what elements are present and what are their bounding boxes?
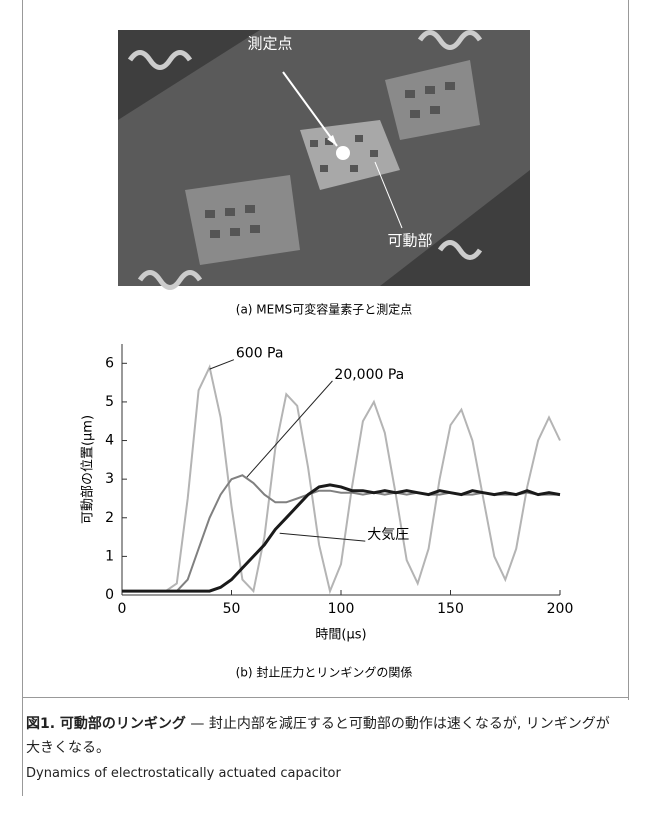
photo-label: 可動部: [387, 232, 432, 250]
y-tick-label: 1: [105, 548, 114, 564]
y-tick-label: 2: [105, 510, 114, 526]
page: 測定点 可動部 (a) MEMS可変容量素子と測定点 0 1 2 3 4 5 6 0 50 100…: [0, 0, 645, 814]
annotation-arrow: [280, 533, 366, 541]
photo-caption: (a) MEMS可変容量素子と測定点: [236, 302, 412, 317]
y-tick-label: 5: [105, 394, 114, 410]
photo-label: 測定点: [247, 35, 292, 53]
x-tick-label: 200: [547, 601, 574, 617]
series-label: 大気圧: [367, 527, 409, 543]
x-tick-label: 0: [118, 601, 127, 617]
chart-caption: (b) 封止圧力とリンギングの関係: [236, 666, 413, 680]
y-tick-label: 4: [105, 433, 114, 449]
y-tick-label: 6: [105, 355, 114, 371]
x-axis-label: 時間(μs): [315, 628, 366, 643]
figure-caption: 図1. 可動部のリンギング — 封止内部を減圧すると可動部の動作は速くなるが, …: [26, 712, 616, 760]
figure-caption-title: 図1. 可動部のリンギング: [26, 716, 186, 732]
y-tick-label: 0: [105, 587, 114, 603]
annotation-arrow: [247, 381, 333, 477]
chart: 0 1 2 3 4 5 6 0 50 100 150 200 時間(μs) 可動部の位置(μm) 600 P…: [81, 344, 574, 643]
y-tick-label: 3: [105, 471, 114, 487]
series-line: [122, 367, 560, 591]
photo: 測定点 可動部: [118, 30, 530, 288]
figure: 測定点 可動部 (a) MEMS可変容量素子と測定点 0 1 2 3 4 5 6 0 50 100…: [0, 0, 645, 814]
series-label: 20,000 Pa: [334, 367, 404, 383]
x-tick-label: 100: [328, 601, 355, 617]
x-tick-label: 150: [437, 601, 464, 617]
annotation-arrow: [210, 360, 234, 369]
series-label: 600 Pa: [236, 346, 284, 362]
y-axis-label: 可動部の位置(μm): [81, 415, 96, 524]
english-caption: Dynamics of electrostatically actuated c…: [26, 766, 341, 781]
x-tick-label: 50: [223, 601, 241, 617]
